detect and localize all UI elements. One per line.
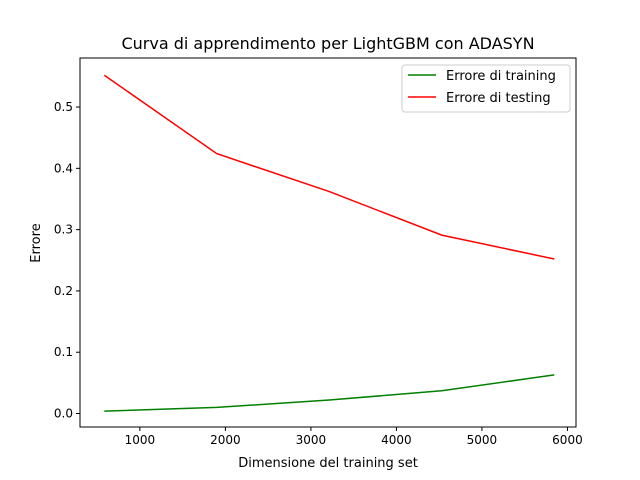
legend-label-training: Errore di training xyxy=(446,69,556,84)
x-tick-label: 6000 xyxy=(552,433,583,447)
y-tick-label: 0.1 xyxy=(54,345,73,359)
legend: Errore di training Errore di testing xyxy=(401,64,571,113)
x-tick-label: 5000 xyxy=(467,433,498,447)
series-line-testing xyxy=(103,74,555,260)
plot-frame xyxy=(79,57,577,428)
legend-box xyxy=(401,64,571,113)
x-axis-label: Dimensione del training set xyxy=(238,456,418,471)
plot-lines xyxy=(103,74,555,412)
y-tick-label: 0.4 xyxy=(54,161,73,175)
y-tick-label: 0.5 xyxy=(54,100,73,114)
chart-title: Curva di apprendimento per LightGBM con … xyxy=(121,34,534,53)
x-tick-label: 4000 xyxy=(381,433,412,447)
y-axis-label: Errore xyxy=(29,223,44,262)
legend-label-testing: Errore di testing xyxy=(446,91,551,106)
y-tick-label: 0.0 xyxy=(54,407,73,421)
x-axis: 1000 2000 3000 4000 5000 6000 xyxy=(125,427,583,447)
y-tick-label: 0.2 xyxy=(54,284,73,298)
x-tick-label: 3000 xyxy=(296,433,327,447)
x-tick-label: 2000 xyxy=(210,433,241,447)
y-tick-label: 0.3 xyxy=(54,223,73,237)
x-tick-label: 1000 xyxy=(125,433,156,447)
series-line-training xyxy=(104,374,555,412)
y-axis: 0.0 0.1 0.2 0.3 0.4 0.5 xyxy=(54,100,80,421)
